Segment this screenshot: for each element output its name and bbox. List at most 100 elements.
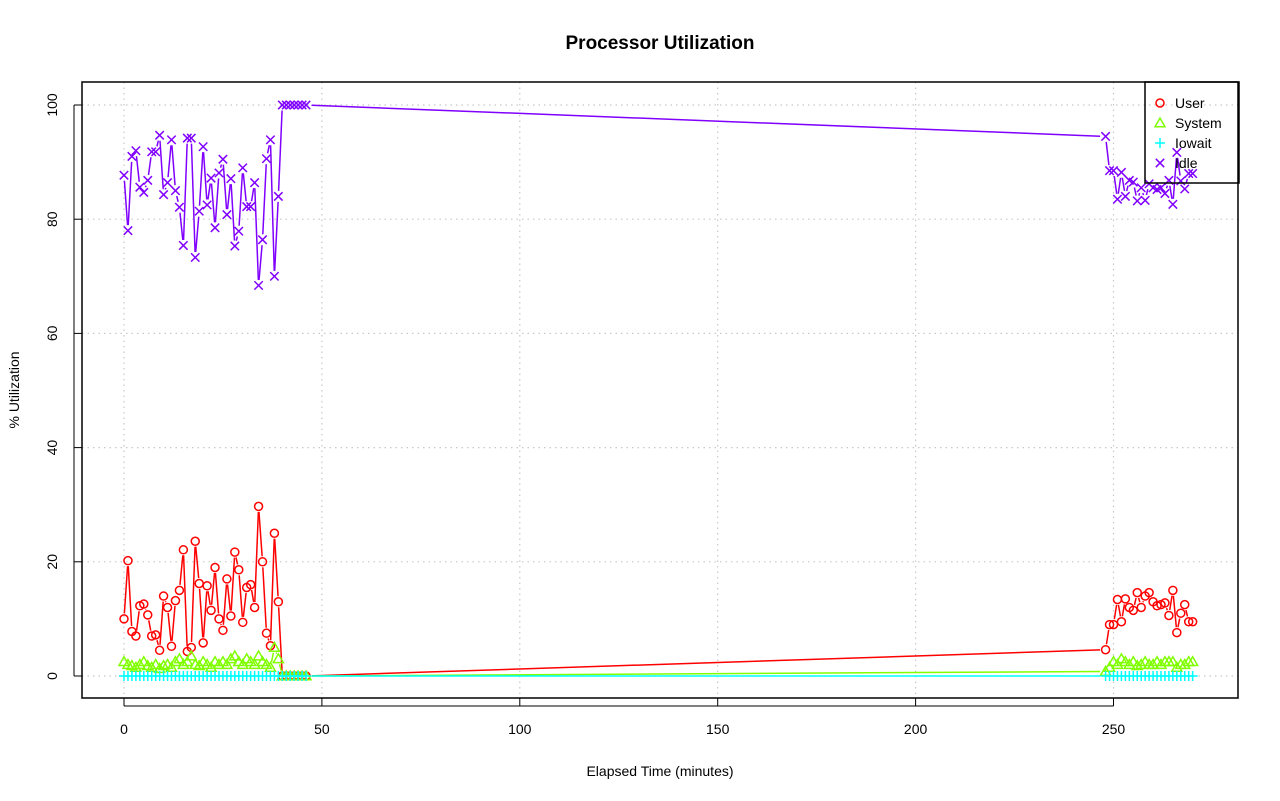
series-segment xyxy=(1176,157,1181,176)
series-segment xyxy=(167,612,172,641)
data-point xyxy=(1160,598,1170,608)
data-point xyxy=(269,528,280,538)
series-segment xyxy=(210,572,216,605)
data-point xyxy=(268,640,281,652)
data-point xyxy=(257,235,268,245)
series-segment xyxy=(226,184,232,210)
series-segment xyxy=(219,164,223,168)
legend-marker xyxy=(1155,98,1165,108)
data-point xyxy=(273,597,284,607)
series-segment xyxy=(171,145,176,186)
data-point xyxy=(119,614,129,624)
series-segment xyxy=(194,216,200,253)
data-point xyxy=(222,209,232,220)
series-segment xyxy=(179,212,184,241)
data-point xyxy=(1108,619,1119,630)
y-tick-label: 40 xyxy=(44,440,60,456)
series-segment xyxy=(230,557,236,611)
data-point xyxy=(273,191,284,202)
data-point xyxy=(1168,585,1178,596)
series-segment xyxy=(1117,177,1122,194)
data-point xyxy=(297,100,307,110)
data-point xyxy=(1178,658,1192,670)
series-segment xyxy=(1113,604,1118,620)
data-point xyxy=(1183,617,1194,627)
data-point xyxy=(210,562,220,573)
data-point xyxy=(143,175,153,186)
data-point xyxy=(158,591,169,601)
data-point xyxy=(1187,168,1198,179)
data-point xyxy=(177,658,190,670)
data-point xyxy=(150,630,161,640)
series-segment xyxy=(270,652,275,663)
data-point xyxy=(178,240,189,251)
data-point xyxy=(218,154,228,164)
data-point xyxy=(1179,599,1190,610)
series-segment xyxy=(167,145,172,178)
x-tick-label: 50 xyxy=(314,721,330,737)
data-point xyxy=(226,611,236,621)
series-segment xyxy=(269,145,275,271)
series-segment xyxy=(127,566,133,627)
data-point xyxy=(236,658,250,670)
data-point xyxy=(173,652,186,664)
legend-label: Iowait xyxy=(1175,135,1212,151)
series-segment xyxy=(123,566,129,614)
data-point xyxy=(1168,199,1178,210)
series-line-system xyxy=(270,652,1101,677)
data-point xyxy=(202,200,212,210)
x-tick-label: 0 xyxy=(120,721,128,737)
data-point xyxy=(1100,131,1111,142)
data-point xyxy=(139,599,149,609)
series-segment xyxy=(1113,176,1118,194)
data-point xyxy=(198,638,208,648)
series-segment xyxy=(254,188,260,280)
data-point xyxy=(1120,594,1131,604)
data-point xyxy=(158,189,169,200)
series-segment xyxy=(1137,597,1141,603)
series-segment xyxy=(159,601,164,645)
data-point xyxy=(1176,176,1186,186)
data-point xyxy=(1112,194,1123,204)
series-idle xyxy=(119,100,1198,291)
data-point xyxy=(198,141,208,152)
data-point xyxy=(220,658,234,670)
series-segment xyxy=(210,183,216,223)
data-point xyxy=(224,652,238,664)
series-segment xyxy=(1125,185,1129,192)
series-segment xyxy=(1165,607,1168,611)
x-axis-label: Elapsed Time (minutes) xyxy=(586,763,733,779)
y-tick-label: 20 xyxy=(44,554,60,570)
series-segment xyxy=(147,157,152,176)
series-segment xyxy=(226,584,232,611)
series-segment xyxy=(123,180,129,226)
series-segment xyxy=(235,236,239,241)
series-segment xyxy=(1185,609,1189,617)
data-point xyxy=(127,151,137,162)
axis-layer: 0 50 100 150 200 250 0 20 40 60 80 100 xyxy=(44,93,1125,737)
chart-title: Processor Utilization xyxy=(566,33,755,54)
data-point xyxy=(228,649,242,661)
data-point xyxy=(237,617,248,628)
data-point xyxy=(1186,655,1199,667)
series-segment xyxy=(222,164,228,210)
data-point xyxy=(249,177,260,188)
data-point xyxy=(1152,601,1162,611)
legend-label: System xyxy=(1175,115,1222,131)
data-point xyxy=(146,631,157,641)
series-segment xyxy=(190,546,196,642)
series-segment xyxy=(230,184,236,241)
data-point xyxy=(123,555,133,566)
series-segment xyxy=(250,187,255,202)
data-point xyxy=(1176,608,1186,618)
data-point xyxy=(1132,587,1142,598)
data-point xyxy=(214,168,224,178)
legend-item-iowait: Iowait xyxy=(1155,135,1212,151)
series-segment xyxy=(1169,185,1173,200)
data-point xyxy=(1120,191,1131,202)
data-point xyxy=(1104,165,1115,176)
legend: User System Iowait Idle xyxy=(1144,81,1240,184)
series-segment xyxy=(238,173,244,226)
